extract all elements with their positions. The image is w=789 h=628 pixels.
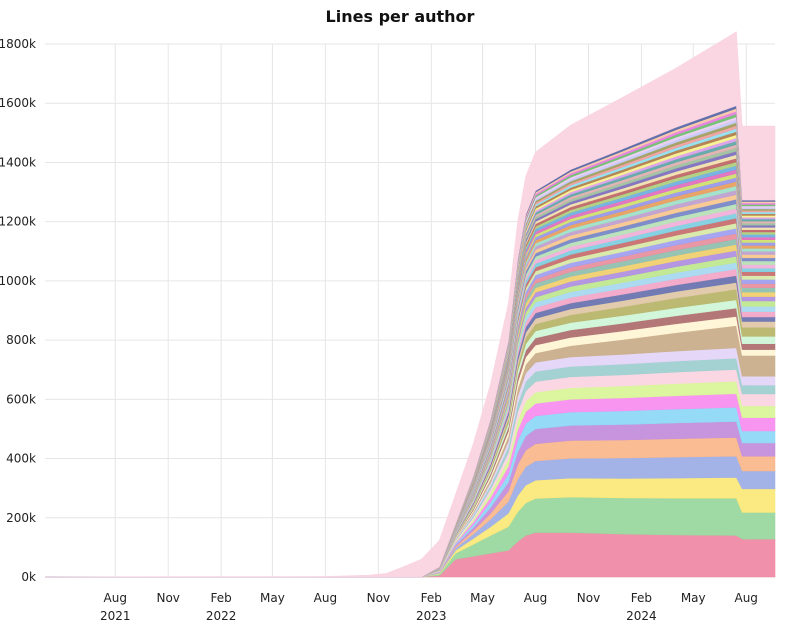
- x-tick-year-label: 2022: [206, 609, 237, 623]
- x-tick-label: Nov: [577, 591, 600, 605]
- x-tick-year-label: 2024: [626, 609, 657, 623]
- stacked-area-series: [44, 31, 776, 578]
- chart-title: Lines per author: [326, 7, 475, 26]
- x-tick-label: May: [681, 591, 706, 605]
- x-tick-label: Feb: [421, 591, 442, 605]
- y-tick-label: 0k: [21, 570, 36, 584]
- y-tick-label: 1000k: [0, 274, 36, 288]
- x-tick-label: Aug: [314, 591, 337, 605]
- x-tick-label: Nov: [156, 591, 179, 605]
- y-tick-label: 1800k: [0, 37, 36, 51]
- author-area-series: [44, 31, 776, 578]
- y-tick-label: 400k: [6, 452, 36, 466]
- x-tick-label: Nov: [367, 591, 390, 605]
- x-tick-label: Aug: [734, 591, 757, 605]
- x-tick-year-label: 2023: [416, 609, 447, 623]
- x-tick-label: May: [260, 591, 285, 605]
- y-tick-label: 600k: [6, 392, 36, 406]
- x-tick-label: Feb: [211, 591, 232, 605]
- y-tick-label: 1600k: [0, 96, 36, 110]
- y-tick-label: 1400k: [0, 155, 36, 169]
- x-tick-label: Aug: [104, 591, 127, 605]
- x-tick-label: Aug: [524, 591, 547, 605]
- y-tick-label: 1200k: [0, 215, 36, 229]
- y-tick-label: 800k: [6, 333, 36, 347]
- x-tick-label: May: [470, 591, 495, 605]
- axes: 0k 200k 400k 600k 800k 1000k 1200k 1400k 1600k 18…: [0, 37, 758, 623]
- x-tick-year-label: 2021: [100, 609, 131, 623]
- x-tick-label: Feb: [631, 591, 652, 605]
- y-tick-label: 200k: [6, 511, 36, 525]
